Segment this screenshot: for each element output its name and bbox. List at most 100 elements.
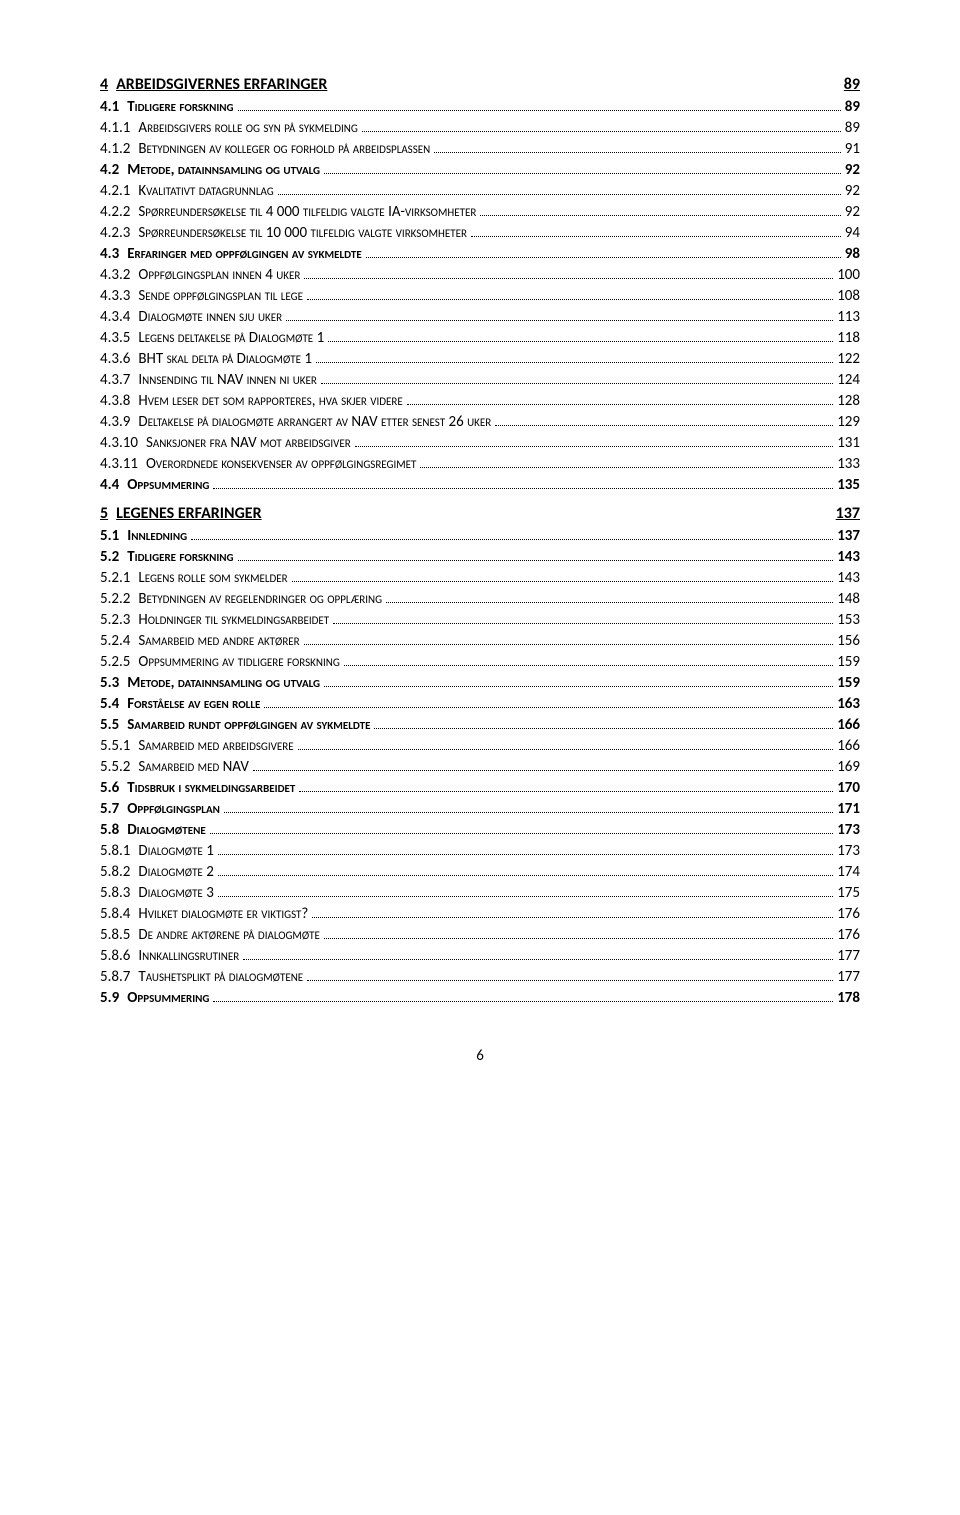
- toc-entry-page: 98: [845, 245, 860, 263]
- toc-entry-text: Innkallingsrutiner: [138, 947, 239, 965]
- toc-entry-number: 4.3.9: [100, 413, 130, 431]
- toc-entry-text: Hvilket dialogmøte er viktigst?: [138, 905, 308, 923]
- toc-entry-number: 4.3.3: [100, 287, 130, 305]
- toc-entry-number: 5.9: [100, 989, 119, 1007]
- toc-entry-number: 4.4: [100, 476, 119, 494]
- toc-entry-text: Oppsummering av tidligere forskning: [138, 653, 339, 671]
- toc-entry-text: De andre aktørene på dialogmøte: [138, 926, 319, 944]
- toc-entry-page: 133: [837, 455, 860, 473]
- toc-entry-page: 92: [845, 203, 860, 221]
- toc-leader-dots: [324, 938, 833, 939]
- toc-entry-page: 137: [836, 504, 860, 523]
- toc-entry: 4.3.11Overordnede konsekvenser av oppføl…: [100, 455, 860, 473]
- toc-leader-dots: [298, 749, 834, 750]
- toc-entry-number: 5.7: [100, 800, 119, 818]
- toc-entry-page: 173: [837, 821, 860, 839]
- toc-entry-text: Dialogmøte 2: [138, 863, 213, 881]
- toc-entry-text: Erfaringer med oppfølgingen av sykmeldte: [127, 245, 362, 263]
- toc-entry: 4.2Metode, datainnsamling og utvalg92: [100, 161, 860, 179]
- toc-entry: 5.8.7Taushetsplikt på dialogmøtene177: [100, 968, 860, 986]
- toc-leader-dots: [224, 812, 833, 813]
- toc-entry: 4.3.6BHT skal delta på Dialogmøte 1122: [100, 350, 860, 368]
- toc-entry-number: 5.8.2: [100, 863, 130, 881]
- toc-entry-number: 5.5: [100, 716, 119, 734]
- toc-leader-dots: [304, 644, 834, 645]
- toc-entry-number: 5: [100, 504, 108, 523]
- toc-entry-number: 5.2.2: [100, 590, 130, 608]
- toc-entry-text: Innsending til NAV innen ni uker: [138, 371, 316, 389]
- toc-entry-page: 148: [837, 590, 860, 608]
- toc-entry-number: 4.3.5: [100, 329, 130, 347]
- toc-entry-text: Hvem leser det som rapporteres, hva skje…: [138, 392, 402, 410]
- toc-entry: 5.2.1Legens rolle som sykmelder143: [100, 569, 860, 587]
- toc-entry-text: Dialogmøte 3: [138, 884, 213, 902]
- toc-entry-text: Legens rolle som sykmelder: [138, 569, 287, 587]
- toc-entry-page: 89: [844, 75, 860, 94]
- toc-entry: 4.2.1Kvalitativt datagrunnlag92: [100, 182, 860, 200]
- toc-entry: 5.8Dialogmøtene173: [100, 821, 860, 839]
- toc-entry-text: Forståelse av egen rolle: [127, 695, 260, 713]
- toc-entry-number: 5.1: [100, 527, 119, 545]
- toc-leader-dots: [213, 1001, 833, 1002]
- toc-leader-dots: [480, 215, 840, 216]
- toc-entry: 5.4 Forståelse av egen rolle 163: [100, 695, 860, 713]
- toc-entry-text: Betydningen av regelendringer og opplæri…: [138, 590, 382, 608]
- toc-entry-page: 118: [837, 329, 860, 347]
- toc-entry-page: 108: [837, 287, 860, 305]
- toc-entry: 4.2.3 Spørreundersøkelse til 10 000 tilfe…: [100, 224, 860, 242]
- toc-entry-page: 137: [837, 527, 860, 545]
- toc-entry-page: 89: [845, 98, 860, 116]
- toc-entry-page: 163: [837, 695, 860, 713]
- toc-entry: 5.8.3Dialogmøte 3175: [100, 884, 860, 902]
- toc-entry-number: 4.3.10: [100, 434, 138, 452]
- toc-entry: 4.1Tidligere forskning89: [100, 98, 860, 116]
- toc-entry: 4.3.8 Hvem leser det som rapporteres, hva…: [100, 392, 860, 410]
- toc-leader-dots: [292, 581, 834, 582]
- toc-entry-number: 4.3.8: [100, 392, 130, 410]
- toc-leader-dots: [307, 980, 833, 981]
- toc-leader-dots: [299, 791, 833, 792]
- toc-entry-page: 171: [837, 800, 860, 818]
- toc-entry-number: 5.5.2: [100, 758, 130, 776]
- toc-entry-text: Oppfølgingsplan innen 4 uker: [138, 266, 300, 284]
- toc-entry: 5.6Tidsbruk i sykmeldingsarbeidet170: [100, 779, 860, 797]
- toc-leader-dots: [366, 257, 841, 258]
- toc-entry-page: 131: [837, 434, 860, 452]
- toc-entry-number: 5.4: [100, 695, 119, 713]
- toc-entry: 5.1Innledning137: [100, 527, 860, 545]
- toc-entry: 5.2.5Oppsummering av tidligere forskning…: [100, 653, 860, 671]
- toc-entry-page: 124: [837, 371, 860, 389]
- toc-entry: 4.4Oppsummering135: [100, 476, 860, 494]
- toc-leader-dots: [321, 383, 833, 384]
- toc-entry: 4.3.2Oppfølgingsplan innen 4 uker100: [100, 266, 860, 284]
- toc-entry-number: 4: [100, 75, 108, 94]
- toc-entry-text: Deltakelse på dialogmøte arrangert av NA…: [138, 413, 491, 431]
- toc-entry-text: Spørreundersøkelse til 10 000 tilfeldig …: [138, 224, 467, 242]
- toc-entry: 4.3.5 Legens deltakelse på Dialogmøte 1 11…: [100, 329, 860, 347]
- toc-entry-text: Spørreundersøkelse til 4 000 tilfeldig v…: [138, 203, 476, 221]
- toc-entry-text: Legens deltakelse på Dialogmøte 1: [138, 329, 324, 347]
- toc-entry: 5.8.5De andre aktørene på dialogmøte176: [100, 926, 860, 944]
- toc-entry: 5.5.2Samarbeid med NAV169: [100, 758, 860, 776]
- toc-entry-text: BHT skal delta på Dialogmøte 1: [138, 350, 312, 368]
- toc-leader-dots: [407, 404, 833, 405]
- toc-entry-page: 178: [837, 989, 860, 1007]
- toc-entry-number: 5.5.1: [100, 737, 130, 755]
- toc-leader-dots: [362, 131, 841, 132]
- toc-leader-dots: [210, 833, 833, 834]
- toc-leader-dots: [304, 278, 833, 279]
- toc-entry-number: 4.3.11: [100, 455, 138, 473]
- toc-leader-dots: [218, 854, 833, 855]
- toc-entry-number: 4.2.3: [100, 224, 130, 242]
- toc-entry-page: 91: [845, 140, 860, 158]
- table-of-contents: 4ARBEIDSGIVERNES ERFARINGER894.1Tidliger…: [100, 75, 860, 1007]
- toc-leader-dots: [218, 896, 833, 897]
- toc-entry-number: 5.3: [100, 674, 119, 692]
- toc-entry-page: 176: [837, 905, 860, 923]
- toc-entry: 5.8.6Innkallingsrutiner177: [100, 947, 860, 965]
- toc-entry-page: 177: [837, 968, 860, 986]
- toc-entry-text: Sende oppfølgingsplan til lege: [138, 287, 303, 305]
- toc-entry-number: 5.8.1: [100, 842, 130, 860]
- toc-entry-text: Oppfølgingsplan: [127, 800, 220, 818]
- toc-entry-text: Oppsummering: [127, 476, 209, 494]
